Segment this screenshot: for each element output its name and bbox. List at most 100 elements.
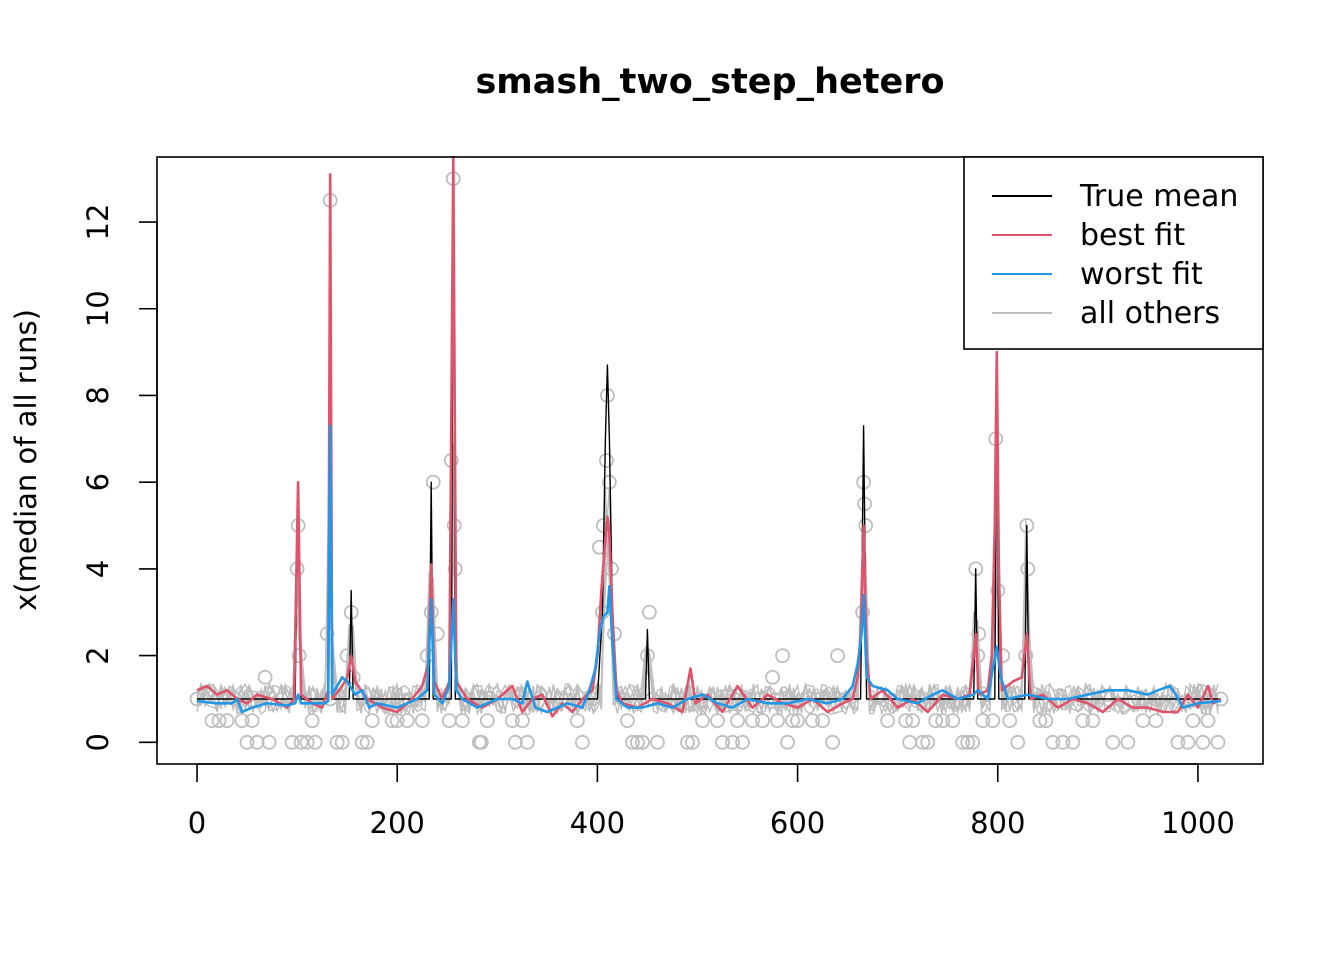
- observation-point: [504, 713, 520, 729]
- observation-point: [630, 734, 645, 750]
- observation-point: [454, 713, 470, 729]
- observation-point: [858, 518, 874, 533]
- observation-point: [680, 734, 695, 750]
- observation-point: [299, 734, 315, 750]
- observation-point: [902, 734, 918, 750]
- y-tick-label: 6: [81, 473, 115, 491]
- observation-point: [735, 734, 750, 750]
- observation-point: [775, 648, 790, 664]
- observation-point: [211, 713, 227, 729]
- observation-point: [244, 713, 260, 729]
- observation-point: [935, 713, 951, 729]
- fit-lines-group: [196, 155, 1222, 718]
- observation-point: [249, 734, 265, 750]
- observation-point: [519, 734, 535, 750]
- x-axis: 0 200 400 600 800 1000: [188, 763, 1235, 840]
- observation-points-group: [189, 171, 1229, 750]
- observation-point: [971, 626, 987, 642]
- observation-point: [625, 734, 640, 750]
- observation-point: [514, 713, 530, 729]
- observation-point: [359, 734, 375, 750]
- observation-point: [975, 713, 991, 729]
- observation-point: [304, 713, 320, 729]
- observation-point: [1032, 713, 1048, 729]
- observation-point: [239, 734, 255, 750]
- observation-point: [364, 713, 380, 729]
- observation-point: [284, 734, 300, 750]
- observation-point: [389, 713, 405, 729]
- observation-point: [1085, 713, 1101, 729]
- observation-point: [745, 713, 760, 729]
- observation-point: [599, 453, 614, 468]
- legend-box: [963, 156, 1264, 350]
- x-tick-label: 1000: [1161, 806, 1235, 840]
- observation-point: [898, 713, 914, 729]
- observation-point: [1180, 734, 1196, 750]
- observation-point: [291, 648, 307, 664]
- observation-point: [425, 474, 441, 490]
- observation-point: [354, 734, 370, 750]
- chart-title: smash_two_step_hetero: [475, 62, 944, 102]
- observation-point: [780, 734, 795, 750]
- observation-point: [1195, 734, 1211, 750]
- x-tick-label: 600: [770, 806, 825, 840]
- observation-point: [569, 713, 585, 729]
- observation-point: [1105, 734, 1121, 750]
- observation-point: [725, 734, 740, 750]
- y-axis-label: x(median of all runs): [9, 309, 43, 611]
- observation-point: [785, 713, 800, 729]
- observation-point: [965, 734, 981, 750]
- observation-point: [574, 734, 590, 750]
- y-axis: 0 2 4 6 8 10 12: [81, 204, 158, 752]
- observation-point: [257, 669, 273, 685]
- observation-point: [1185, 713, 1201, 729]
- observation-point: [307, 734, 323, 750]
- y-tick-label: 8: [81, 386, 115, 404]
- y-tick-label: 4: [81, 560, 115, 578]
- legend-label: True mean: [1079, 179, 1238, 214]
- observation-point: [1065, 734, 1081, 750]
- observation-point: [1120, 734, 1136, 750]
- observation-point: [695, 713, 710, 729]
- observation-point: [928, 713, 944, 729]
- observation-point: [830, 648, 846, 664]
- observation-point: [765, 669, 780, 685]
- best-fit-line: [196, 155, 1222, 718]
- observation-point: [650, 734, 665, 750]
- observation-point: [960, 734, 976, 750]
- observation-point: [710, 713, 725, 729]
- observation-point: [915, 734, 931, 750]
- observation-point: [770, 713, 785, 729]
- observation-point: [715, 734, 730, 750]
- observation-point: [473, 734, 489, 750]
- observation-point: [507, 734, 523, 750]
- observation-point: [1170, 734, 1186, 750]
- observation-point: [730, 713, 745, 729]
- observation-point: [620, 713, 635, 729]
- legend: True mean best fit worst fit all others: [963, 156, 1264, 350]
- other-run-line: [196, 446, 1219, 717]
- observation-point: [479, 713, 495, 729]
- x-tick-label: 800: [970, 806, 1025, 840]
- observation-point: [642, 604, 657, 620]
- observation-point: [1075, 713, 1091, 729]
- x-tick-label: 400: [570, 806, 625, 840]
- y-tick-label: 10: [81, 290, 115, 327]
- observation-point: [880, 713, 896, 729]
- x-tick-label: 0: [188, 806, 206, 840]
- observation-point: [955, 734, 971, 750]
- x-tick-label: 200: [370, 806, 425, 840]
- observation-point: [399, 713, 415, 729]
- observation-point: [384, 713, 400, 729]
- observation-point: [825, 734, 841, 750]
- observation-point: [1148, 713, 1164, 729]
- observation-point: [1038, 713, 1054, 729]
- observation-point: [234, 713, 250, 729]
- observation-point: [329, 734, 345, 750]
- observation-point: [1135, 713, 1151, 729]
- observation-point: [334, 734, 350, 750]
- observation-point: [1010, 734, 1026, 750]
- observation-point: [1045, 734, 1061, 750]
- legend-label: best fit: [1080, 218, 1185, 253]
